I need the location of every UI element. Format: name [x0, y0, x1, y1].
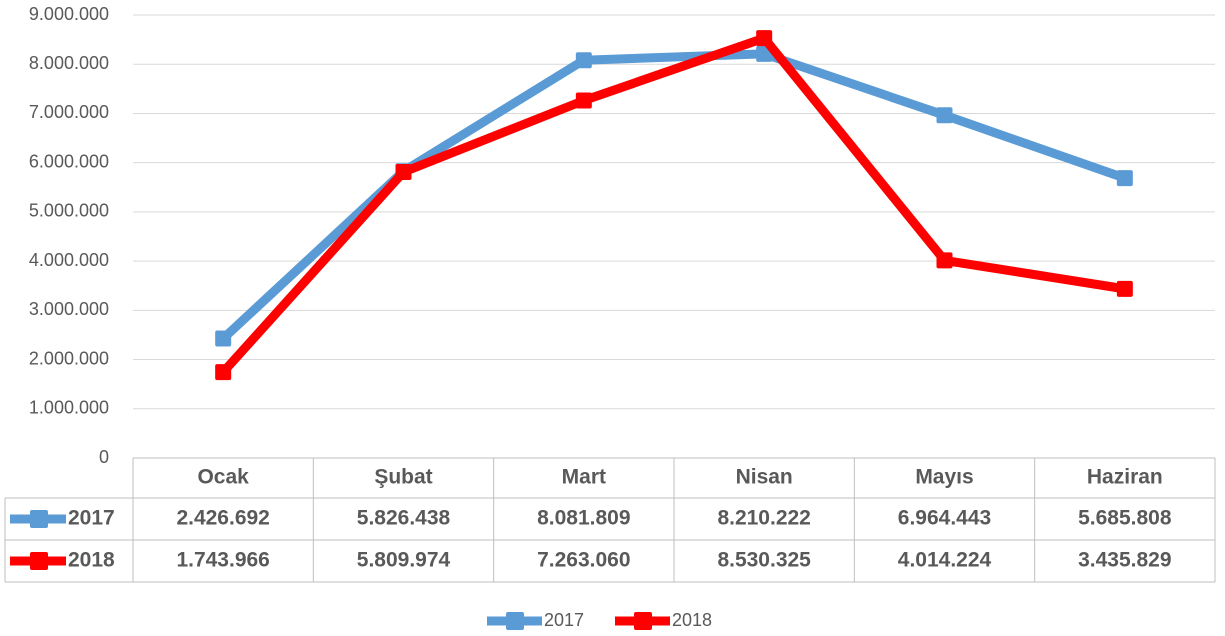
marker [215, 330, 232, 347]
x-tick-label: Şubat [374, 466, 432, 489]
table-value: 6.964.443 [898, 507, 991, 530]
table-value: 5.685.808 [1078, 507, 1172, 530]
x-tick-label: Ocak [197, 466, 249, 489]
marker [1116, 280, 1133, 297]
table-value: 8.530.325 [717, 549, 811, 572]
table-value: 5.809.974 [357, 549, 451, 572]
table-value: 3.435.829 [1078, 549, 1171, 572]
y-tick-label: 4.000.000 [29, 250, 109, 270]
legend-label: 2017 [544, 610, 584, 630]
legend-label: 2018 [672, 610, 712, 630]
table-value: 1.743.966 [176, 549, 269, 572]
marker [215, 364, 232, 381]
table-value: 7.263.060 [537, 549, 630, 572]
y-tick-label: 1.000.000 [29, 398, 109, 418]
table-value: 5.826.438 [357, 507, 451, 530]
marker [756, 30, 773, 47]
legend-marker [506, 612, 524, 630]
marker [1116, 170, 1133, 187]
table-series-name: 2018 [68, 549, 115, 572]
legend-marker [30, 552, 48, 570]
y-tick-label: 2.000.000 [29, 348, 109, 368]
y-tick-label: 7.000.000 [29, 102, 109, 122]
y-tick-label: 0 [99, 447, 109, 467]
table-value: 4.014.224 [898, 549, 992, 572]
y-tick-label: 9.000.000 [29, 4, 109, 24]
marker [575, 52, 592, 69]
y-tick-label: 6.000.000 [29, 151, 109, 171]
table-value: 2.426.692 [176, 507, 269, 530]
x-tick-label: Nisan [736, 466, 793, 489]
table-value: 8.081.809 [537, 507, 630, 530]
y-tick-label: 3.000.000 [29, 299, 109, 319]
table-series-name: 2017 [68, 507, 115, 530]
y-tick-label: 5.000.000 [29, 201, 109, 221]
x-tick-label: Mart [562, 466, 606, 489]
marker [936, 107, 953, 124]
x-tick-label: Haziran [1087, 466, 1163, 489]
marker [575, 92, 592, 109]
marker [936, 252, 953, 269]
table-value: 8.210.222 [717, 507, 810, 530]
series-line [219, 33, 1126, 376]
marker [395, 164, 412, 181]
series-line [220, 49, 1127, 342]
x-tick-label: Mayıs [915, 466, 973, 489]
legend-marker [30, 510, 48, 528]
y-tick-label: 8.000.000 [29, 53, 109, 73]
legend-marker [634, 612, 652, 630]
